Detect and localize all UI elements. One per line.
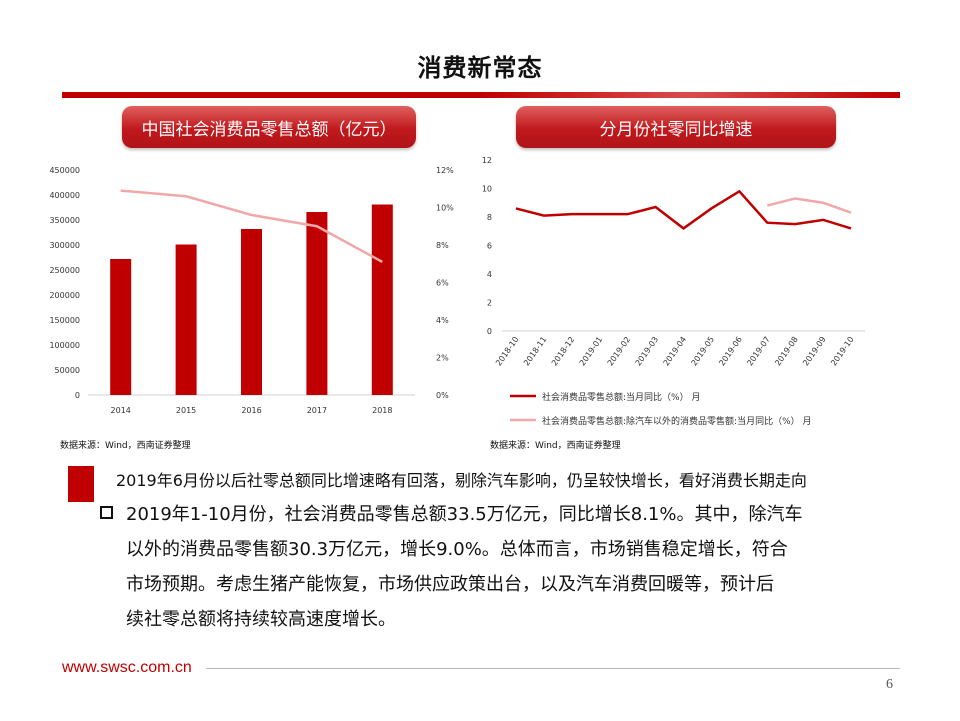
right-chart-title: 分月份社零同比增速 xyxy=(516,106,836,148)
y-right-tick-label: 12% xyxy=(436,166,454,175)
y-right-tick-label: 6% xyxy=(436,279,449,288)
paragraph-line: 2019年1-10月份，社会消费品零售总额33.5万亿元，同比增长8.1%。其中… xyxy=(126,504,803,525)
retail-sales-bar-chart: 0 50000 100000 150000 200000 250000 300000 3500… xyxy=(49,166,454,415)
body-paragraph: 2019年1-10月份，社会消费品零售总额33.5万亿元，同比增长8.1%。其中… xyxy=(126,497,896,637)
series-line xyxy=(766,197,852,214)
y-left-tick-label: 0 xyxy=(75,391,80,400)
title-divider xyxy=(62,92,900,98)
x-tick-label: 2014 xyxy=(111,406,131,415)
paragraph-line: 续社零总额将持续较高速度增长。 xyxy=(126,609,396,630)
y-left-tick-label: 150000 xyxy=(49,316,80,325)
hollow-square-bullet-icon xyxy=(100,506,113,519)
y-right-tick-label: 4% xyxy=(436,316,449,325)
series-line xyxy=(515,189,852,230)
y-tick-label: 6 xyxy=(487,242,492,251)
footer-website-link[interactable]: www.swsc.com.cn xyxy=(62,659,192,676)
y-right-tick-label: 10% xyxy=(436,204,454,213)
bar xyxy=(371,204,393,395)
x-tick-label: 2019-07 xyxy=(745,335,772,368)
x-tick-label: 2019-08 xyxy=(773,335,800,368)
x-tick-label: 2019-06 xyxy=(717,335,744,368)
y-tick-label: 8 xyxy=(487,213,492,222)
paragraph-line: 市场预期。考虑生猪产能恢复，市场供应政策出台，以及汽车消费回暖等，预计后 xyxy=(126,574,774,595)
y-left-tick-label: 350000 xyxy=(49,216,80,225)
right-chart-source: 数据来源：Wind，西南证券整理 xyxy=(490,441,621,451)
y-tick-label: 2 xyxy=(487,299,492,308)
x-tick-label: 2018-10 xyxy=(494,335,521,368)
paragraph-line: 以外的消费品零售额30.3万亿元，增长9.0%。总体而言，市场销售稳定增长，符合 xyxy=(126,539,788,560)
y-tick-label: 0 xyxy=(487,327,492,336)
x-tick-label: 2019-04 xyxy=(662,335,689,368)
legend-label: 社会消费品零售总额:当月同比（%） 月 xyxy=(542,391,700,403)
bar xyxy=(110,259,132,395)
x-tick-label: 2019-03 xyxy=(634,335,661,368)
left-chart-source: 数据来源：Wind，西南证券整理 xyxy=(60,441,191,451)
growth-line xyxy=(120,189,383,263)
x-tick-label: 2018-12 xyxy=(550,335,577,368)
bullet-square xyxy=(68,466,94,502)
x-tick-label: 2019-02 xyxy=(606,335,633,368)
legend-label: 社会消费品零售总额:除汽车以外的消费品零售额:当月同比（%） 月 xyxy=(542,415,811,427)
y-left-tick-label: 200000 xyxy=(49,291,80,300)
summary-heading: 2019年6月份以后社零总额同比增速略有回落，剔除汽车影响，仍呈较快增长，看好消… xyxy=(116,471,807,490)
left-chart-title: 中国社会消费品零售总额（亿元） xyxy=(122,106,416,148)
x-tick-label: 2018-11 xyxy=(522,335,549,368)
bar xyxy=(306,212,328,395)
bar xyxy=(175,244,197,395)
x-tick-label: 2015 xyxy=(176,406,196,415)
x-tick-label: 2019-05 xyxy=(690,335,717,368)
y-right-tick-label: 0% xyxy=(436,391,449,400)
page-title: 消费新常态 xyxy=(417,54,543,82)
x-tick-label: 2019-10 xyxy=(829,335,856,368)
y-left-tick-label: 300000 xyxy=(49,241,80,250)
footer-divider xyxy=(206,668,900,669)
y-left-tick-label: 100000 xyxy=(49,341,80,350)
y-left-tick-label: 400000 xyxy=(49,191,80,200)
y-right-tick-label: 2% xyxy=(436,354,449,363)
x-tick-label: 2017 xyxy=(307,406,327,415)
y-tick-label: 12 xyxy=(482,156,492,165)
x-tick-label: 2018 xyxy=(372,406,392,415)
x-tick-label: 2019-01 xyxy=(578,335,605,368)
page-number: 6 xyxy=(886,677,893,692)
y-left-tick-label: 250000 xyxy=(49,266,80,275)
y-left-tick-label: 450000 xyxy=(49,166,80,175)
x-tick-label: 2019-09 xyxy=(801,335,828,368)
bar xyxy=(241,229,262,395)
y-tick-label: 10 xyxy=(482,185,492,194)
y-left-tick-label: 50000 xyxy=(55,366,80,375)
x-tick-label: 2016 xyxy=(241,406,261,415)
y-right-tick-label: 8% xyxy=(436,241,449,250)
y-tick-label: 4 xyxy=(487,270,492,279)
